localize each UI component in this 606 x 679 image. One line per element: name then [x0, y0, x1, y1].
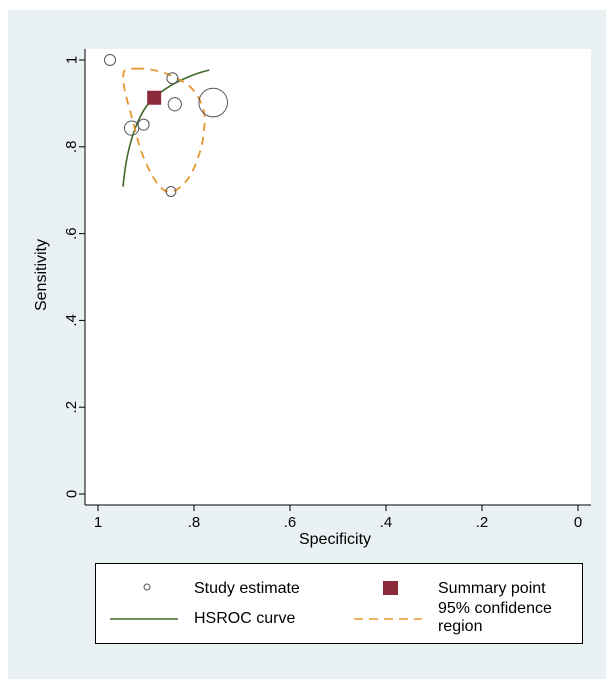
legend-confidence-region-label-line1: 95% confidence [438, 600, 552, 617]
summary-point-marker [147, 90, 162, 105]
legend-confidence-region-icon [354, 618, 422, 620]
y-tick-label: .4 [63, 314, 80, 327]
y-tick-label: 1 [63, 56, 80, 64]
legend-study-estimate-icon [143, 583, 151, 591]
study-estimate-point [165, 186, 177, 197]
legend: Study estimate Summary point HSROC curve… [95, 563, 583, 644]
study-estimate-point [166, 72, 179, 85]
chart-marks [104, 54, 228, 197]
y-tick-label: .8 [63, 141, 80, 154]
study-estimate-point [198, 87, 228, 118]
y-axis-title: Sensitivity [33, 239, 50, 311]
x-tick-label: 1 [94, 514, 102, 531]
legend-confidence-region-label-line2: region [438, 618, 483, 635]
y-tick-label: .2 [63, 401, 80, 414]
legend-study-estimate-label: Study estimate [194, 580, 300, 597]
legend-summary-point-icon [383, 581, 398, 595]
study-estimate-point [167, 97, 182, 112]
legend-hsroc-curve-icon [110, 618, 178, 620]
x-tick-label: .2 [476, 514, 489, 531]
plot-area [85, 49, 591, 505]
plot-area-background [85, 49, 591, 505]
y-tick-label: 0 [63, 490, 80, 498]
axes: 1 .8 .6 .4 .2 0 0 .2 .4 .6 .8 1 [63, 49, 591, 531]
legend-summary-point-label: Summary point [438, 580, 546, 597]
confidence-region-contour [122, 67, 206, 193]
x-tick-label: .6 [284, 514, 297, 531]
x-tick-label: .4 [380, 514, 393, 531]
x-tick-label: 0 [574, 514, 582, 531]
y-tick-label: .6 [63, 227, 80, 240]
x-tick-label: .8 [188, 514, 201, 531]
figure-background: 1 .8 .6 .4 .2 0 0 .2 .4 .6 .8 1 Specificity Sensiti… [8, 10, 606, 679]
legend-hsroc-curve-label: HSROC curve [194, 610, 296, 627]
study-estimate-point [104, 54, 116, 66]
plot-canvas: 1 .8 .6 .4 .2 0 0 .2 .4 .6 .8 1 Specificity Sensiti… [33, 49, 591, 548]
study-estimate-point [137, 118, 150, 131]
x-axis-title: Specificity [299, 531, 371, 548]
